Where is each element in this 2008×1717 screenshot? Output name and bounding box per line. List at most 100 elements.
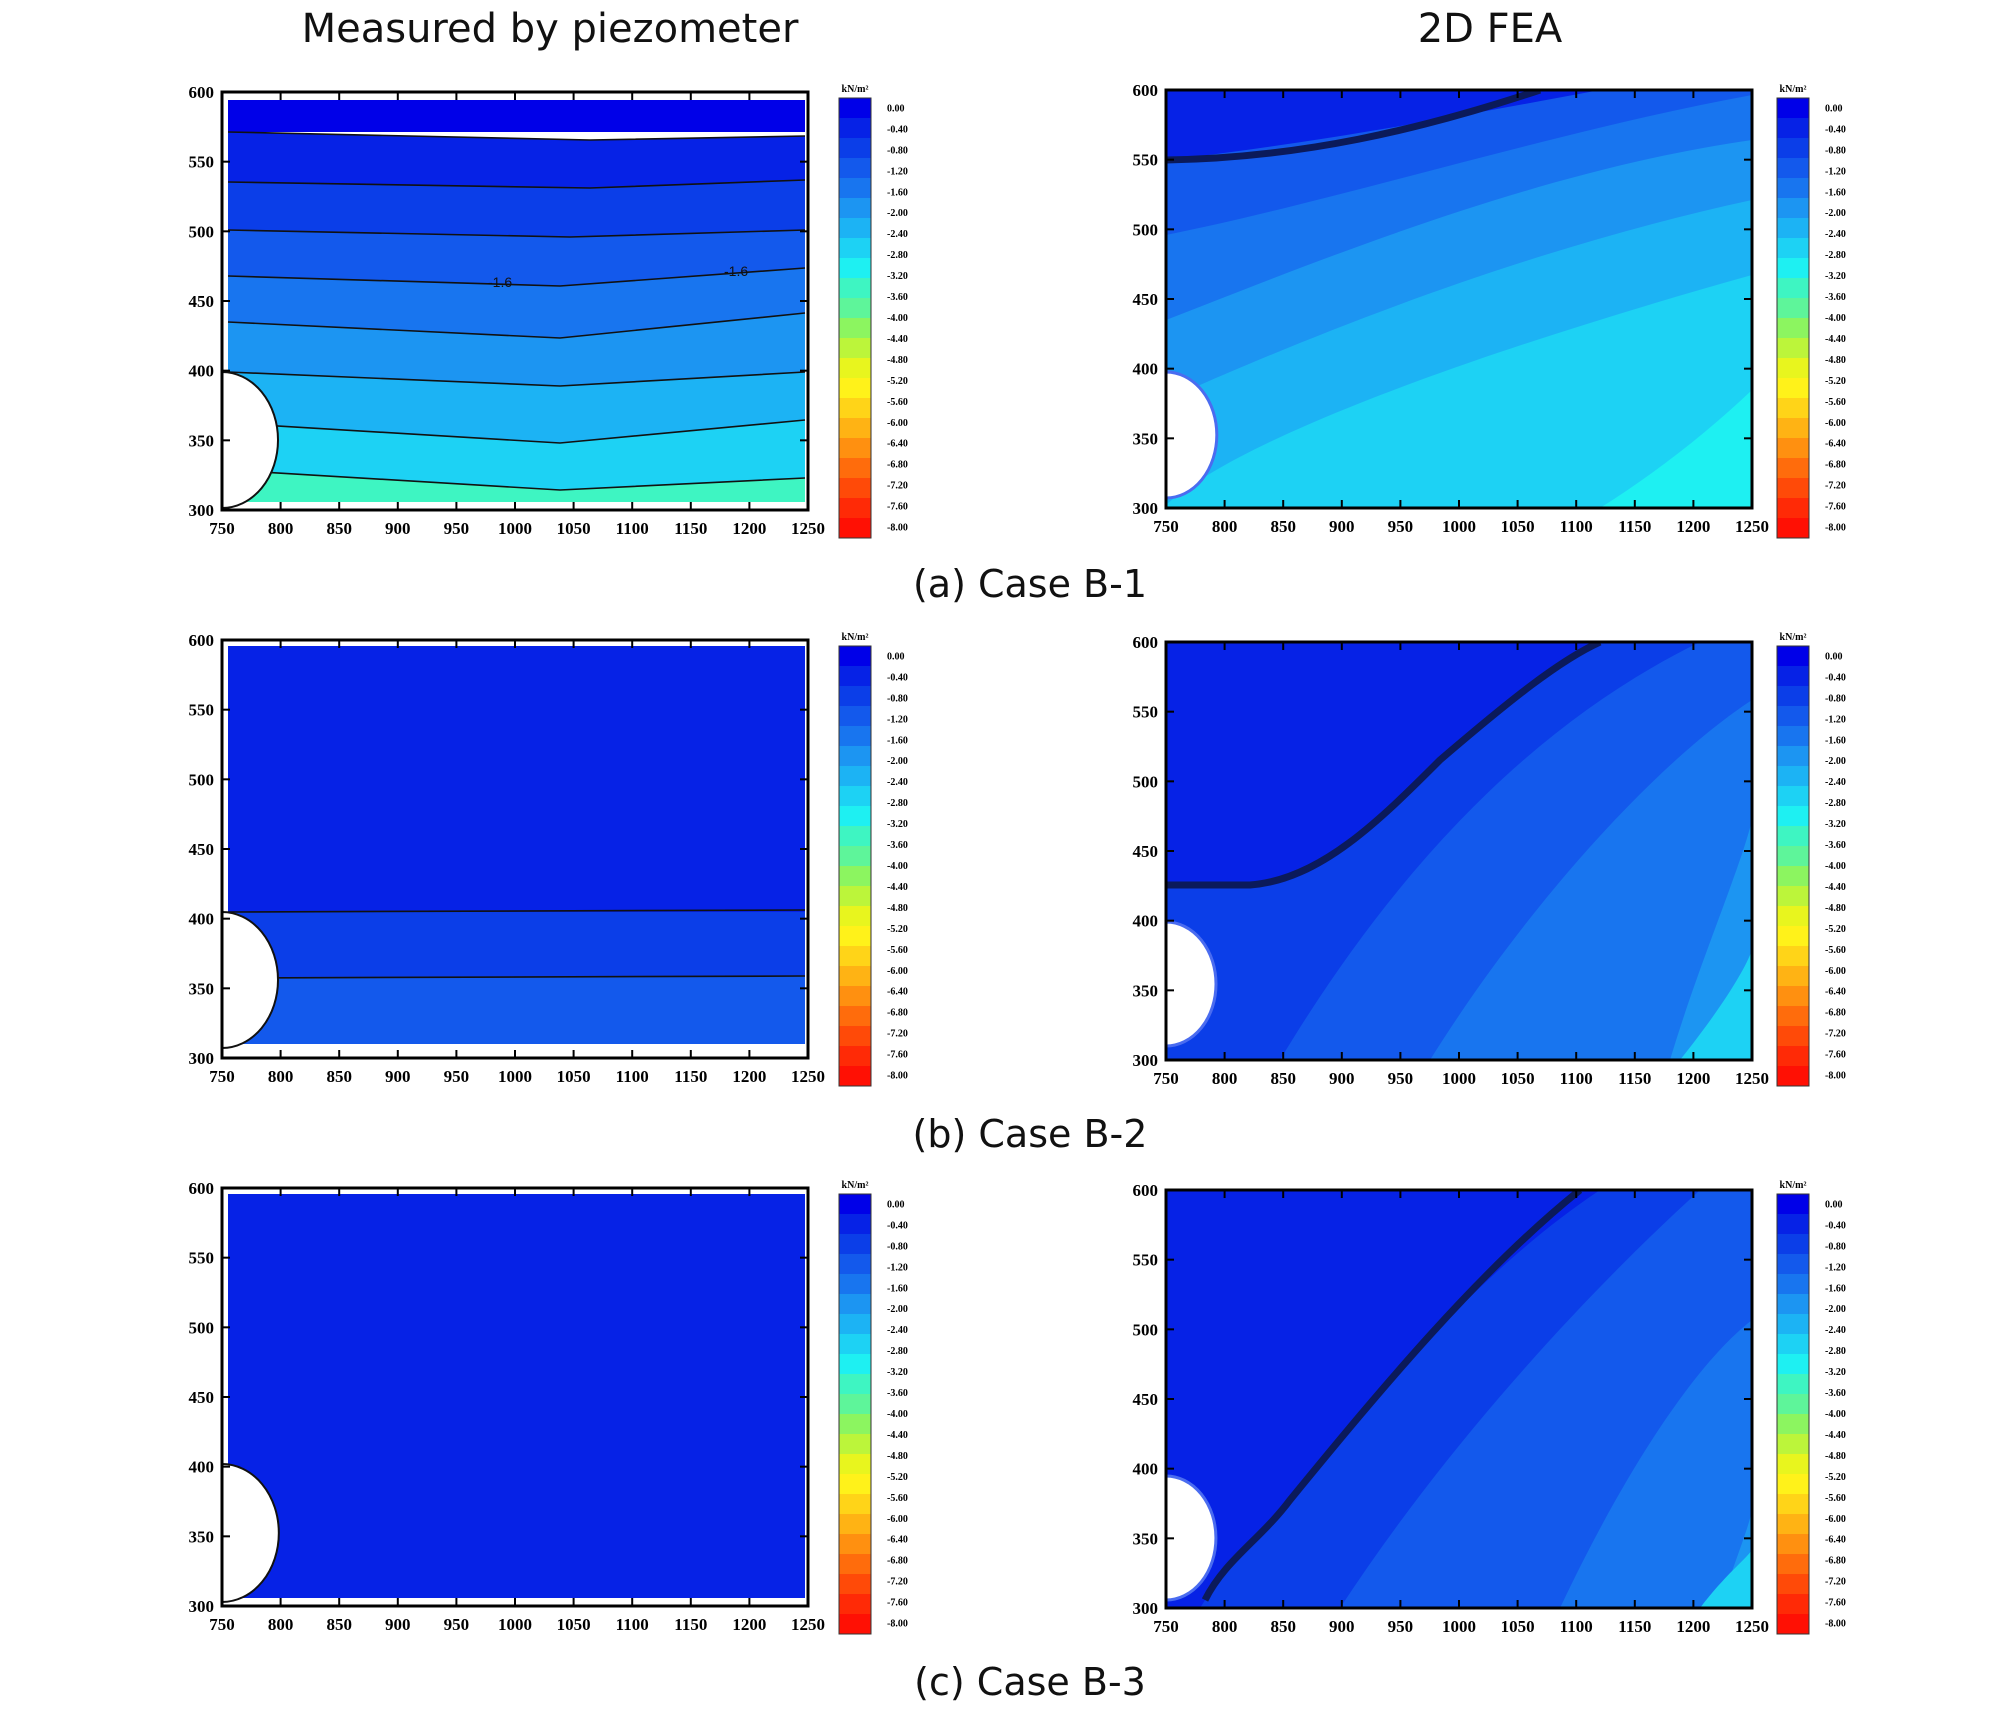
colorbar-cell xyxy=(839,1534,871,1555)
colorbar-label: -4.80 xyxy=(1825,355,1846,366)
colorbar-cell xyxy=(1777,1494,1809,1515)
colorbar-unit: kN/m² xyxy=(1780,632,1807,643)
colorbar-cell xyxy=(1777,826,1809,847)
colorbar-label: -3.20 xyxy=(1825,271,1846,282)
colorbar-label: -2.80 xyxy=(887,798,908,809)
colorbar-cell xyxy=(1777,1394,1809,1415)
colorbar-frame xyxy=(838,645,872,1087)
colorbar-cell xyxy=(839,1194,871,1215)
panel-c-right xyxy=(1166,1190,1752,1608)
y-tick-label: 300 xyxy=(189,1597,215,1616)
x-tick-label: 850 xyxy=(326,519,352,538)
colorbar-cell xyxy=(1777,218,1809,239)
colorbar-label: -5.60 xyxy=(887,1493,908,1504)
x-tick-label: 1050 xyxy=(1501,1617,1535,1636)
colorbar-cell xyxy=(839,338,871,359)
colorbar-label: -6.40 xyxy=(1825,1535,1846,1546)
colorbar-cell xyxy=(1777,318,1809,339)
y-tick-label: 500 xyxy=(1133,220,1159,239)
heatmap-field-a-right xyxy=(1166,90,1752,508)
colorbar-label: -1.60 xyxy=(887,187,908,198)
y-tick-label: 350 xyxy=(1133,429,1159,448)
colorbar-label: -1.60 xyxy=(1825,735,1846,746)
colorbar-frame xyxy=(1776,97,1810,539)
x-tick-label: 1100 xyxy=(616,1067,649,1086)
y-tick-label: 300 xyxy=(189,1049,215,1068)
colorbar-label: -3.60 xyxy=(887,1388,908,1399)
colorbar-label: -2.80 xyxy=(887,1346,908,1357)
x-tick-label: 800 xyxy=(268,519,294,538)
colorbar-label: -7.20 xyxy=(1825,481,1846,492)
colorbar-label: -5.20 xyxy=(887,924,908,935)
y-tick-label: 600 xyxy=(1133,633,1159,652)
colorbar-label: -3.60 xyxy=(887,292,908,303)
colorbar-cell xyxy=(839,478,871,499)
colorbar-cell xyxy=(1777,666,1809,687)
x-tick-label: 900 xyxy=(1329,1617,1355,1636)
colorbar-unit: kN/m² xyxy=(1780,1180,1807,1191)
colorbar-label: -4.40 xyxy=(1825,334,1846,345)
colorbar-cell xyxy=(1777,686,1809,707)
colorbar-cell xyxy=(1777,378,1809,399)
y-tick-label: 350 xyxy=(189,1527,215,1546)
x-tick-label: 1000 xyxy=(498,1615,532,1634)
colorbar-label: -7.60 xyxy=(1825,1598,1846,1609)
y-tick-label: 300 xyxy=(1133,499,1159,518)
colorbar-label: -4.80 xyxy=(887,355,908,366)
axes-a-left: 750 800 850 900 950 1000 1050 1100 1150 1200 1250 3… xyxy=(189,83,908,539)
colorbar-cell xyxy=(839,1274,871,1295)
x-tick-label: 900 xyxy=(1329,517,1355,536)
colorbar-cell xyxy=(839,1494,871,1515)
colorbar-label: -2.40 xyxy=(887,1325,908,1336)
x-tick-label: 750 xyxy=(209,1615,235,1634)
colorbar-cell xyxy=(1777,706,1809,727)
colorbar-label: -3.20 xyxy=(887,271,908,282)
colorbar-cell xyxy=(839,458,871,479)
colorbar-label: -3.60 xyxy=(1825,1388,1846,1399)
colorbar-label: -6.00 xyxy=(887,1514,908,1525)
colorbar-cell xyxy=(839,806,871,827)
y-tick-label: 450 xyxy=(189,1388,215,1407)
colorbar-label: -2.80 xyxy=(887,250,908,261)
colorbar-cell xyxy=(1777,498,1809,519)
colorbar-label: -0.80 xyxy=(887,693,908,704)
axes-a-right: 750 800 850 900 950 1000 1050 1100 1150 1200 1250 3… xyxy=(1133,81,1846,539)
x-tick-label: 750 xyxy=(209,1067,235,1086)
colorbar-label: -0.80 xyxy=(1825,693,1846,704)
x-tick-label: 1250 xyxy=(791,1615,825,1634)
colorbar-cell xyxy=(839,158,871,179)
colorbar-cell xyxy=(1777,138,1809,159)
y-tick-label: 500 xyxy=(189,222,215,241)
colorbar-cell xyxy=(839,1614,871,1635)
colorbar-label: -3.20 xyxy=(1825,819,1846,830)
x-tick-label: 1200 xyxy=(732,519,766,538)
x-tick-label: 1150 xyxy=(674,519,707,538)
colorbar-cell xyxy=(839,666,871,687)
colorbar-cell xyxy=(839,646,871,667)
colorbar-cell xyxy=(1777,98,1809,119)
colorbar-cell xyxy=(839,686,871,707)
colorbar-label: -1.60 xyxy=(887,735,908,746)
y-tick-label: 450 xyxy=(1133,290,1159,309)
colorbar-cell xyxy=(839,1234,871,1255)
y-tick-label: 600 xyxy=(189,83,215,102)
x-tick-label: 1200 xyxy=(1676,517,1710,536)
colorbar-label: -4.00 xyxy=(887,313,908,324)
colorbar-label: -0.80 xyxy=(887,145,908,156)
colorbar-label: 0.00 xyxy=(887,103,905,114)
colorbar-cell xyxy=(839,1474,871,1495)
x-tick-label: 800 xyxy=(1212,1069,1238,1088)
colorbar-cell xyxy=(1777,278,1809,299)
colorbar-label: -4.40 xyxy=(1825,1430,1846,1441)
colorbar-cell xyxy=(839,418,871,439)
axes-c-right: 750 800 850 900 950 1000 1050 1100 1150 1200 1250 3… xyxy=(1133,1180,1846,1636)
caption-case-b3: (c) Case B-3 xyxy=(914,1660,1146,1704)
colorbar-label: -5.20 xyxy=(887,376,908,387)
colorbar-cell xyxy=(1777,1046,1809,1067)
y-tick-label: 500 xyxy=(1133,1320,1159,1339)
panel-a-left: -1.6 -1.6 xyxy=(222,100,806,510)
colorbar-label: 0.00 xyxy=(887,1199,905,1210)
colorbar-label: -7.60 xyxy=(887,1050,908,1061)
axes-c-left: 750 800 850 900 950 1000 1050 1100 1150 1200 1250 3… xyxy=(189,1179,908,1635)
